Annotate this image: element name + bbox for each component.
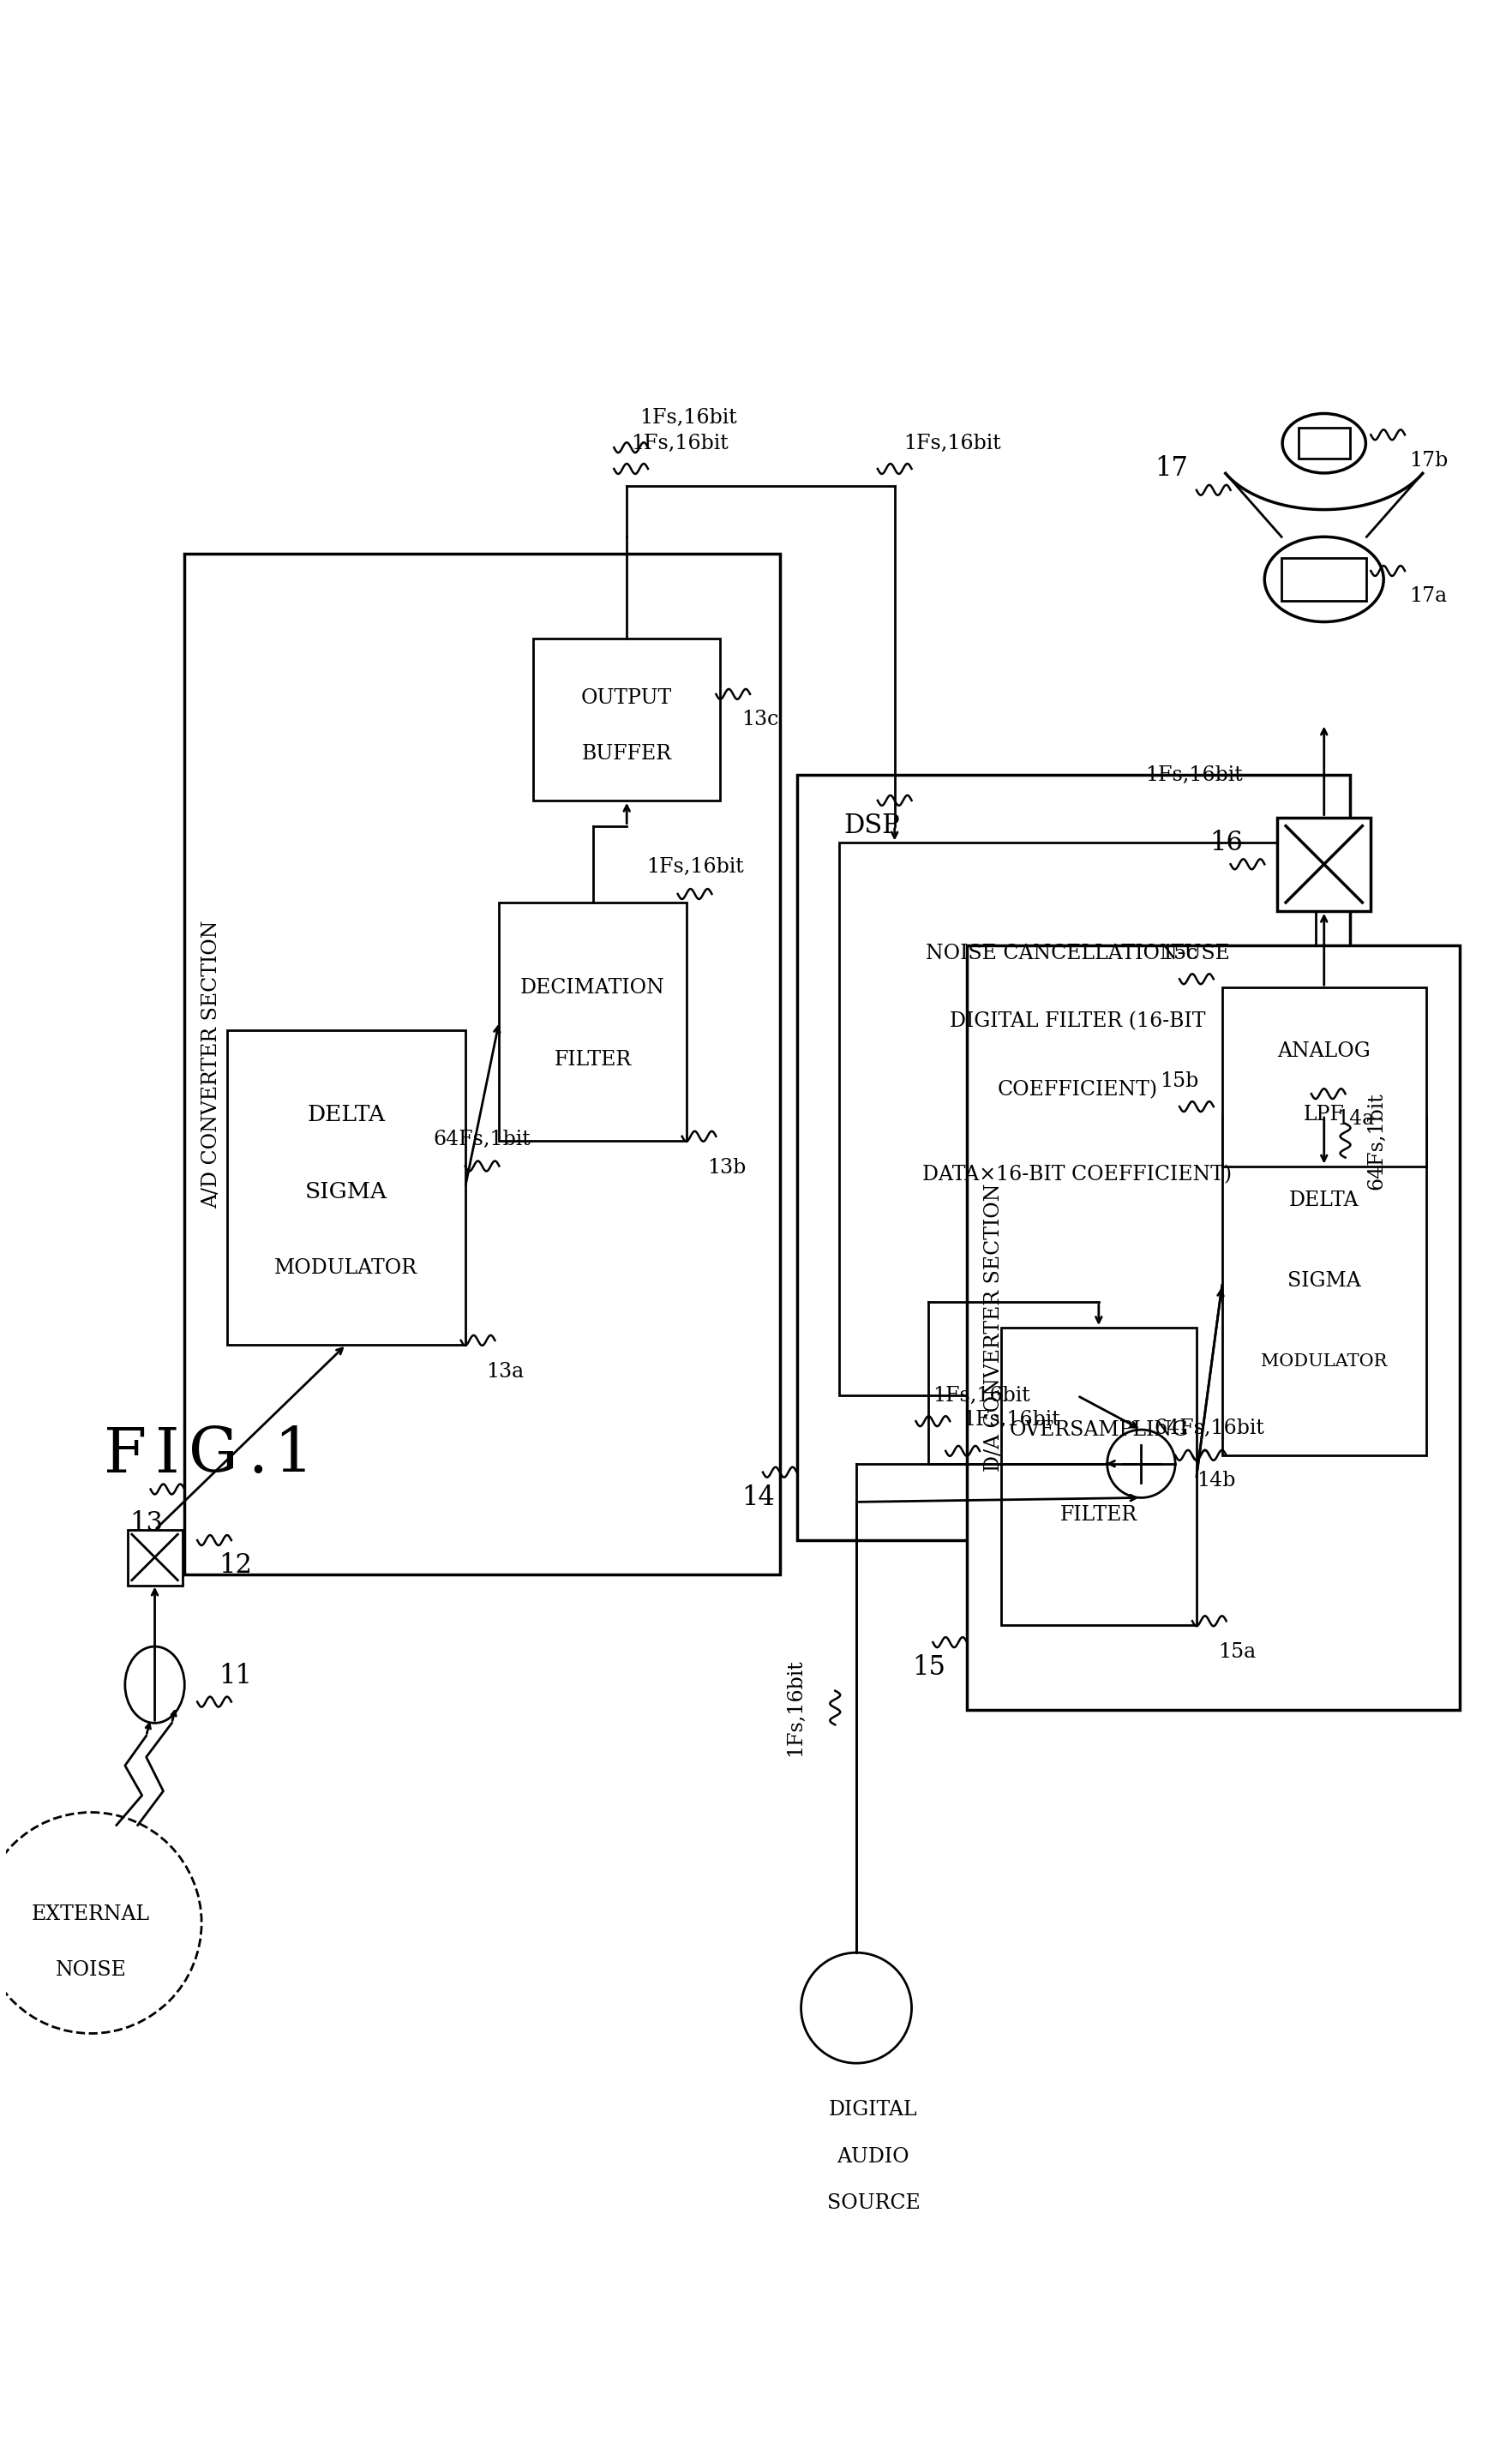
- Text: I: I: [154, 1426, 180, 1487]
- Text: SIGMA: SIGMA: [1287, 1272, 1361, 1291]
- Text: 1Fs,16bit: 1Fs,16bit: [903, 434, 1001, 454]
- Text: NOISE: NOISE: [56, 1960, 127, 1980]
- Text: EXTERNAL: EXTERNAL: [32, 1904, 150, 1924]
- Text: A/D CONVERTER SECTION: A/D CONVERTER SECTION: [203, 920, 222, 1208]
- Text: LPF: LPF: [1303, 1106, 1344, 1125]
- Text: F: F: [104, 1426, 147, 1487]
- Bar: [1222, 989, 1426, 1167]
- Text: 64Fs,16bit: 64Fs,16bit: [1154, 1418, 1264, 1438]
- Text: 12: 12: [219, 1552, 253, 1579]
- Text: SOURCE: SOURCE: [827, 2194, 919, 2214]
- Text: FILTER: FILTER: [1060, 1504, 1137, 1526]
- Bar: [797, 774, 1350, 1540]
- Text: 64Fs,1bit: 64Fs,1bit: [434, 1130, 531, 1150]
- Text: MODULATOR: MODULATOR: [1261, 1352, 1387, 1369]
- Text: MODULATOR: MODULATOR: [275, 1257, 417, 1279]
- Text: DATA×16-BIT COEFFICIENT): DATA×16-BIT COEFFICIENT): [922, 1164, 1232, 1184]
- Text: 13c: 13c: [741, 710, 779, 730]
- Text: 1Fs,16bit: 1Fs,16bit: [631, 434, 729, 454]
- Bar: [534, 640, 720, 801]
- Bar: [1222, 1116, 1426, 1455]
- Text: AUDIO: AUDIO: [838, 2148, 910, 2168]
- Bar: [499, 903, 686, 1140]
- Text: 15: 15: [912, 1655, 945, 1682]
- Text: 1Fs,16bit: 1Fs,16bit: [963, 1411, 1060, 1430]
- Text: 14a: 14a: [1337, 1111, 1374, 1130]
- Text: .: .: [248, 1426, 268, 1487]
- Text: NOISE CANCELLATION-USE: NOISE CANCELLATION-USE: [925, 945, 1229, 964]
- Text: 17: 17: [1155, 456, 1188, 481]
- Text: ANALOG: ANALOG: [1278, 1042, 1371, 1062]
- Text: 16: 16: [1210, 830, 1243, 857]
- Bar: [184, 554, 780, 1574]
- Text: 64Fs,1bit: 64Fs,1bit: [1367, 1091, 1387, 1189]
- Text: 13: 13: [130, 1511, 163, 1535]
- Text: DECIMATION: DECIMATION: [520, 979, 665, 998]
- Bar: [839, 842, 1315, 1396]
- Text: DELTA: DELTA: [1290, 1191, 1359, 1211]
- Text: BUFFER: BUFFER: [582, 745, 671, 764]
- Text: 1Fs,16bit: 1Fs,16bit: [1146, 764, 1243, 784]
- Text: 1: 1: [274, 1426, 313, 1487]
- Text: 1Fs,16bit: 1Fs,16bit: [646, 857, 744, 876]
- Text: DIGITAL: DIGITAL: [829, 2099, 918, 2119]
- Text: DSP: DSP: [844, 813, 900, 840]
- Text: 17b: 17b: [1409, 452, 1448, 471]
- Text: 13b: 13b: [708, 1157, 747, 1177]
- Text: 14b: 14b: [1196, 1472, 1235, 1491]
- Text: DELTA: DELTA: [307, 1103, 386, 1125]
- Text: 1Fs,16bit: 1Fs,16bit: [786, 1660, 806, 1758]
- Text: 1Fs,16bit: 1Fs,16bit: [640, 408, 736, 427]
- Text: 11: 11: [219, 1662, 253, 1689]
- Text: OUTPUT: OUTPUT: [581, 688, 673, 708]
- Bar: [1278, 818, 1371, 910]
- Bar: [1282, 559, 1367, 600]
- Text: D/A CONVERTER SECTION: D/A CONVERTER SECTION: [984, 1184, 1004, 1472]
- Bar: [127, 1531, 183, 1584]
- Text: 17a: 17a: [1409, 586, 1447, 605]
- Bar: [227, 1030, 466, 1345]
- Text: 15a: 15a: [1217, 1643, 1255, 1662]
- Text: 15c: 15c: [1161, 945, 1198, 964]
- Text: COEFFICIENT): COEFFICIENT): [998, 1079, 1158, 1098]
- Bar: [1299, 427, 1350, 459]
- Text: 13a: 13a: [487, 1362, 525, 1382]
- Text: 1Fs,16bit: 1Fs,16bit: [933, 1386, 1030, 1406]
- Bar: [1001, 1328, 1196, 1626]
- Text: 14: 14: [742, 1484, 776, 1511]
- Text: 15b: 15b: [1160, 1072, 1199, 1091]
- Text: DIGITAL FILTER (16-BIT: DIGITAL FILTER (16-BIT: [950, 1011, 1205, 1033]
- Text: G: G: [189, 1426, 239, 1487]
- Bar: [966, 945, 1461, 1711]
- Text: FILTER: FILTER: [553, 1050, 632, 1069]
- Text: SIGMA: SIGMA: [305, 1181, 387, 1203]
- Text: OVERSAMPLING: OVERSAMPLING: [1009, 1421, 1188, 1440]
